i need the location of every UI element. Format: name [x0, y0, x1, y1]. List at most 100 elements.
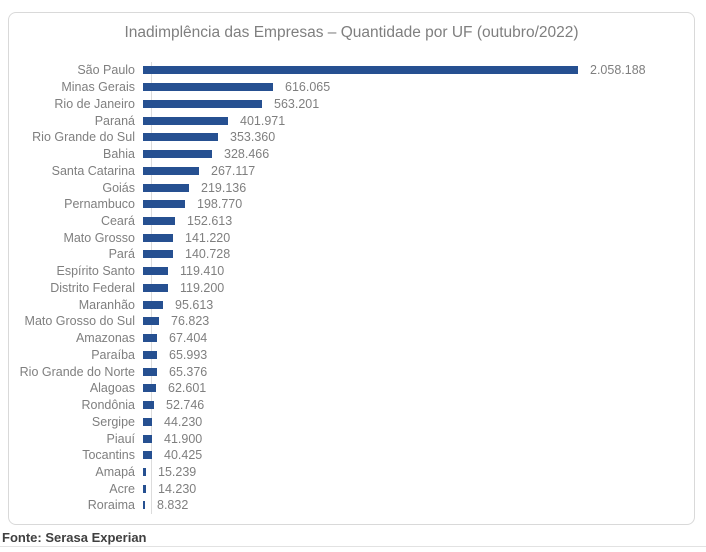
bar-row: Roraima 8.832 — [9, 497, 694, 514]
value-label: 40.425 — [164, 448, 203, 463]
bar-row: Maranhão 95.613 — [9, 296, 694, 313]
category-label: Goiás — [102, 180, 135, 195]
bar — [143, 317, 159, 326]
category-label: Pará — [108, 247, 135, 262]
bar-track: 328.466 — [143, 146, 694, 163]
bar — [143, 350, 157, 359]
bar — [143, 267, 168, 276]
bar — [143, 99, 262, 108]
category-label: Paraíba — [91, 347, 135, 362]
value-label: 76.823 — [171, 314, 210, 329]
value-label: 119.200 — [180, 280, 225, 295]
value-label: 328.466 — [224, 147, 270, 162]
value-label: 62.601 — [168, 381, 207, 396]
bar-track: 62.601 — [143, 380, 694, 397]
bar-row: Rio Grande do Norte 65.376 — [9, 363, 694, 380]
bar-row: Ceará 152.613 — [9, 213, 694, 230]
category-label: Rio Grande do Sul — [32, 130, 135, 145]
bar-track: 401.971 — [143, 112, 694, 129]
bar-track: 141.220 — [143, 229, 694, 246]
source-note: Fonte: Serasa Experian — [2, 530, 147, 545]
bar-row: Pernambuco 198.770 — [9, 196, 694, 213]
bar — [143, 401, 154, 410]
value-label: 616.065 — [285, 80, 331, 95]
bar-row: Bahia 328.466 — [9, 146, 694, 163]
bar-row: Sergipe 44.230 — [9, 413, 694, 430]
value-label: 119.410 — [180, 264, 225, 279]
value-label: 52.746 — [166, 398, 205, 413]
bar-row: Distrito Federal 119.200 — [9, 280, 694, 297]
value-label: 8.832 — [157, 498, 189, 513]
bar-row: Espírito Santo 119.410 — [9, 263, 694, 280]
category-label: Distrito Federal — [50, 280, 135, 295]
category-label: Acre — [109, 481, 135, 496]
bar-row: Acre 14.230 — [9, 480, 694, 497]
bar-track: 40.425 — [143, 447, 694, 464]
bar-track: 76.823 — [143, 313, 694, 330]
category-label: Piauí — [106, 431, 136, 446]
bar — [143, 216, 175, 225]
bar-track: 140.728 — [143, 246, 694, 263]
bar-track: 65.376 — [143, 363, 694, 380]
bar-chart-plot-area: São Paulo 2.058.188 Minas Gerais 616.065 Rio… — [9, 62, 694, 515]
value-label: 401.971 — [240, 113, 286, 128]
bar-track: 95.613 — [143, 296, 694, 313]
bar — [143, 183, 189, 192]
category-label: Tocantins — [82, 448, 135, 463]
bar — [143, 283, 168, 292]
category-label: Amapá — [95, 464, 135, 479]
value-label: 140.728 — [185, 247, 231, 262]
value-label: 219.136 — [201, 180, 247, 195]
chart-card: Inadimplência das Empresas – Quantidade … — [8, 12, 695, 525]
bar — [143, 83, 273, 92]
bar-row: Pará 140.728 — [9, 246, 694, 263]
bar-row: Rio Grande do Sul 353.360 — [9, 129, 694, 146]
bar-track: 353.360 — [143, 129, 694, 146]
bar-row: Santa Catarina 267.117 — [9, 162, 694, 179]
bar — [143, 300, 163, 309]
bar — [143, 451, 152, 460]
value-label: 14.230 — [158, 481, 197, 496]
bar — [143, 166, 199, 175]
bar-track: 119.410 — [143, 263, 694, 280]
bar-row: Rondônia 52.746 — [9, 397, 694, 414]
bar-track: 267.117 — [143, 162, 694, 179]
category-label: Mato Grosso — [63, 230, 135, 245]
bar — [143, 200, 185, 209]
value-label: 563.201 — [274, 96, 320, 111]
bar-track: 67.404 — [143, 330, 694, 347]
bar-track: 14.230 — [143, 480, 694, 497]
bar — [143, 66, 578, 75]
value-label: 141.220 — [185, 230, 231, 245]
category-label: Pernambuco — [64, 197, 135, 212]
category-label: São Paulo — [77, 63, 135, 78]
bar — [143, 150, 212, 159]
bar-track: 152.613 — [143, 213, 694, 230]
bar — [143, 367, 157, 376]
category-label: Espírito Santo — [56, 264, 135, 279]
value-label: 2.058.188 — [590, 63, 646, 78]
bar — [143, 467, 146, 476]
bar-row: Goiás 219.136 — [9, 179, 694, 196]
bar — [143, 116, 228, 125]
bar — [143, 417, 152, 426]
bar-row: Paraíba 65.993 — [9, 346, 694, 363]
category-label: Roraima — [87, 498, 135, 513]
bar-row: Rio de Janeiro 563.201 — [9, 95, 694, 112]
category-label: Ceará — [100, 213, 135, 228]
category-label: Bahia — [103, 147, 135, 162]
bar-track: 563.201 — [143, 95, 694, 112]
bar-row: Mato Grosso do Sul 76.823 — [9, 313, 694, 330]
category-label: Sergipe — [91, 414, 135, 429]
category-label: Santa Catarina — [51, 163, 135, 178]
value-label: 44.230 — [164, 414, 203, 429]
category-label: Mato Grosso do Sul — [24, 314, 135, 329]
category-label: Paraná — [94, 113, 135, 128]
category-label: Maranhão — [78, 297, 135, 312]
bar-row: Tocantins 40.425 — [9, 447, 694, 464]
bottom-divider — [0, 546, 706, 547]
bar-row: São Paulo 2.058.188 — [9, 62, 694, 79]
chart-title: Inadimplência das Empresas – Quantidade … — [124, 24, 579, 41]
category-label: Minas Gerais — [61, 80, 135, 95]
category-label: Alagoas — [89, 381, 135, 396]
